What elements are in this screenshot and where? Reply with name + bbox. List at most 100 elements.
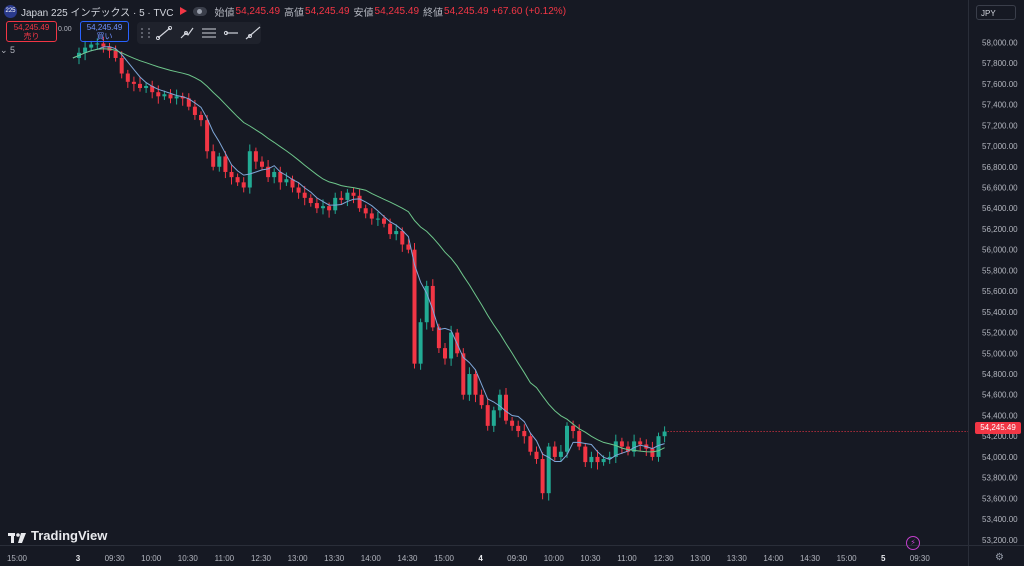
x-tick-label: 4 — [478, 554, 483, 563]
candle-body — [327, 206, 332, 211]
candle-body — [436, 327, 441, 349]
sell-price: 54,245.49 — [13, 22, 50, 32]
horizontal-ray-icon[interactable] — [223, 25, 239, 41]
y-tick-label: 55,400.00 — [982, 308, 1018, 317]
candle-body — [424, 285, 429, 323]
y-tick-label: 55,000.00 — [982, 349, 1018, 358]
candle-body — [534, 451, 539, 459]
candle-body — [632, 441, 637, 452]
candle-body — [400, 231, 405, 245]
candle-body — [650, 448, 655, 457]
candle-body — [229, 171, 234, 178]
x-tick-label: 12:30 — [251, 554, 272, 563]
x-tick-label: 10:00 — [141, 554, 162, 563]
candle-body — [223, 156, 228, 172]
candle-body — [321, 206, 325, 209]
spread-value: 0.00 — [58, 26, 72, 33]
sell-label: 売り — [23, 31, 40, 41]
tradingview-logo[interactable]: TradingView — [8, 528, 107, 543]
low-label: 安値 — [353, 7, 374, 19]
currency-select[interactable]: JPY — [976, 5, 1016, 20]
x-tick-label: 12:30 — [654, 554, 675, 563]
candle-body — [125, 73, 130, 82]
ma-slow-line — [72, 48, 665, 453]
candle-body — [595, 456, 600, 463]
x-tick-label: 14:00 — [361, 554, 382, 563]
fib-icon[interactable] — [201, 25, 217, 41]
candle-body — [412, 249, 417, 364]
candle-body — [339, 197, 344, 200]
candle-body — [192, 106, 197, 115]
drawing-toolbar — [137, 22, 261, 44]
y-tick-label: 55,200.00 — [982, 329, 1018, 338]
symbol-badge: 225 — [4, 4, 17, 18]
candle-body — [180, 96, 185, 99]
candle-body — [83, 47, 88, 53]
candle-body — [504, 394, 508, 421]
candle-body — [382, 218, 386, 224]
y-tick-label: 55,600.00 — [982, 287, 1018, 296]
y-tick-label: 54,200.00 — [982, 432, 1018, 441]
candle-body — [199, 114, 203, 121]
candle-body — [217, 156, 222, 167]
study-label[interactable]: ⌄ 5 — [0, 45, 16, 55]
y-tick-label: 58,000.00 — [982, 38, 1018, 47]
candle-body — [284, 179, 289, 183]
eye-icon[interactable] — [192, 6, 207, 16]
candle-body — [363, 208, 368, 214]
buy-price: 54,245.49 — [86, 22, 123, 32]
candle-body — [369, 213, 374, 219]
candle-body — [302, 192, 307, 198]
candle-body — [144, 85, 149, 89]
candle-body — [345, 192, 350, 200]
x-tick-label: 15:00 — [837, 554, 858, 563]
candle-body — [333, 197, 338, 211]
candle-body — [351, 192, 356, 196]
open-label: 始値 — [214, 7, 235, 19]
candle-body — [589, 456, 594, 463]
y-tick-label: 54,800.00 — [982, 370, 1018, 379]
ma-fast-line — [72, 46, 665, 462]
candle-body — [613, 441, 618, 457]
candle-body — [497, 394, 502, 411]
candle-body — [638, 441, 643, 445]
trend-line-icon[interactable] — [156, 25, 173, 41]
candle-body — [467, 374, 472, 395]
candle-body — [479, 394, 484, 406]
close-value: 54,245.49 — [444, 5, 489, 17]
buy-button[interactable]: 54,245.49 買い — [80, 21, 129, 42]
flag-icon[interactable] — [179, 7, 187, 15]
candle-body — [314, 203, 319, 209]
x-tick-label: 10:30 — [178, 554, 199, 563]
candle-body — [95, 43, 100, 45]
candle-body — [607, 456, 612, 459]
sell-button[interactable]: 54,245.49 売り — [6, 21, 57, 42]
candle-body — [205, 120, 210, 152]
drag-handle-icon[interactable] — [141, 28, 151, 38]
x-tick-label: 13:30 — [727, 554, 748, 563]
candle-body — [491, 410, 496, 426]
x-tick-label: 10:00 — [544, 554, 565, 563]
close-label: 終値 — [423, 7, 444, 19]
x-tick-label: 14:00 — [763, 554, 784, 563]
y-tick-label: 53,600.00 — [982, 494, 1018, 503]
x-tick-label: 09:30 — [105, 554, 126, 563]
y-tick-label: 56,000.00 — [982, 246, 1018, 255]
lightning-icon[interactable]: ⚡ — [906, 536, 920, 550]
last-price-label: 54,245.49 — [975, 422, 1021, 434]
y-tick-label: 57,200.00 — [982, 121, 1018, 130]
pitchfork-icon[interactable] — [179, 25, 195, 41]
extended-line-icon[interactable] — [245, 25, 261, 41]
x-tick-label: 13:00 — [288, 554, 309, 563]
candle-body — [308, 197, 313, 204]
y-tick-label: 54,400.00 — [982, 411, 1018, 420]
candle-body — [272, 171, 277, 178]
candle-body — [388, 223, 393, 235]
symbol-header: 225 Japan 225 インデックス · 5 · TVC 始値 54,245… — [4, 3, 566, 19]
candle-body — [656, 436, 661, 457]
gear-icon[interactable]: ⚙ — [995, 552, 1004, 563]
symbol-name[interactable]: Japan 225 インデックス · 5 · TVC — [21, 7, 174, 19]
x-tick-label: 10:30 — [580, 554, 601, 563]
candle-body — [540, 458, 545, 494]
